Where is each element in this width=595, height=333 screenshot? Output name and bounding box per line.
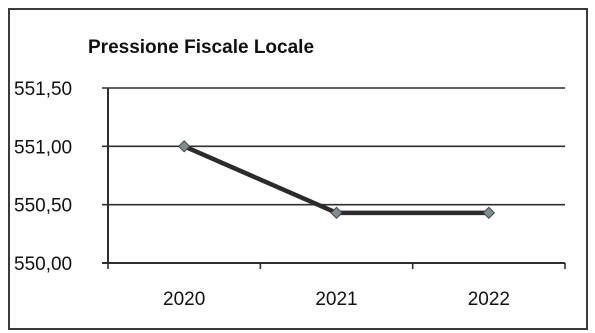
y-tick-label: 551,50: [14, 79, 72, 100]
data-point: [330, 206, 343, 220]
y-tick-label: 550,50: [14, 196, 72, 217]
chart-frame: [8, 8, 588, 330]
x-tick-label: 2021: [315, 289, 357, 310]
gridlines: [102, 87, 565, 206]
y-tick-label: 550,00: [14, 254, 72, 275]
data-point: [177, 140, 191, 153]
x-tick-labels: 2020 2021 2022: [163, 289, 510, 310]
chart-title: Pressione Fiscale Locale: [88, 37, 314, 58]
series: [177, 140, 496, 220]
y-tick-labels: 550,00 550,50 551,00 551,50: [14, 79, 72, 275]
axes: [102, 88, 566, 269]
x-tick-label: 2022: [468, 289, 510, 310]
y-tick-label: 551,00: [14, 137, 72, 158]
series-line: [183, 144, 489, 216]
x-tick-label: 2020: [163, 289, 205, 310]
data-point: [482, 206, 496, 220]
